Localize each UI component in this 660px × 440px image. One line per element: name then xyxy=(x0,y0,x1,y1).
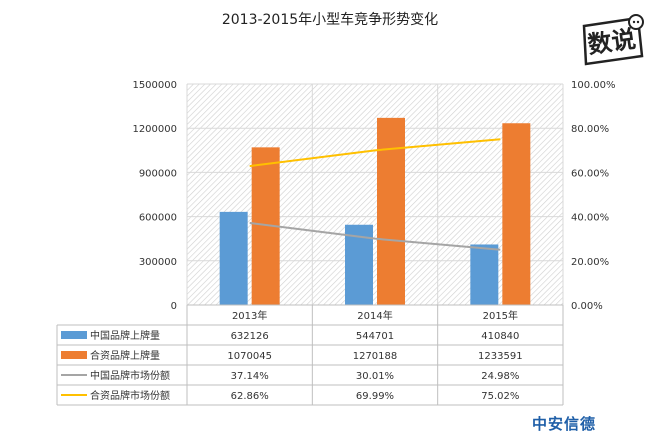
x-category-label: 2014年 xyxy=(357,309,392,322)
y-tick-label: 300000 xyxy=(139,257,177,268)
table-cell-value: 30.01% xyxy=(356,371,394,382)
brand-logo-text: 中安信德 xyxy=(532,415,597,433)
y2-tick-label: 0.00% xyxy=(571,301,603,312)
y2-tick-label: 40.00% xyxy=(571,213,609,224)
bar-china-brand xyxy=(219,211,248,305)
table-cell-value: 62.86% xyxy=(231,391,269,402)
plot-area xyxy=(187,84,563,305)
y-tick-label: 0 xyxy=(171,301,177,312)
table-cell-value: 1233591 xyxy=(478,351,523,362)
bar-jv-brand xyxy=(377,117,405,305)
legend-swatch xyxy=(61,351,87,359)
table-cell-value: 632126 xyxy=(231,331,269,342)
table-cell-value: 1070045 xyxy=(227,351,272,362)
y2-tick-label: 80.00% xyxy=(571,124,609,135)
y-tick-label: 1500000 xyxy=(132,80,177,91)
y-tick-label: 900000 xyxy=(139,168,177,179)
y2-tick-label: 60.00% xyxy=(571,168,609,179)
line-jv-share xyxy=(249,138,501,168)
y-tick-label: 600000 xyxy=(139,213,177,224)
line-china-share xyxy=(249,221,501,251)
logo-shushuo: 数说 xyxy=(582,14,644,66)
table-cell-value: 24.98% xyxy=(481,371,519,382)
table-cell-value: 1270188 xyxy=(353,351,398,362)
table-cell-value: 544701 xyxy=(356,331,394,342)
table-cell-value: 410840 xyxy=(481,331,519,342)
bar-china-brand xyxy=(470,244,499,305)
y2-tick-label: 100.00% xyxy=(571,80,616,91)
legend-label: 合资品牌上牌量 xyxy=(90,349,160,362)
x-category-label: 2013年 xyxy=(232,309,267,322)
table-cell-value: 69.99% xyxy=(356,391,394,402)
legend-label: 中国品牌市场份额 xyxy=(90,369,170,382)
y2-tick-label: 20.00% xyxy=(571,257,609,268)
table-cell-value: 37.14% xyxy=(231,371,269,382)
x-category-label: 2015年 xyxy=(483,309,518,322)
svg-text:数说: 数说 xyxy=(586,25,637,59)
table-cell-value: 75.02% xyxy=(481,391,519,402)
y-tick-label: 1200000 xyxy=(132,124,177,135)
chart-title: 2013-2015年小型车竞争形势变化 xyxy=(221,12,439,28)
legend-swatch xyxy=(61,331,87,339)
legend-label: 中国品牌上牌量 xyxy=(90,329,160,342)
legend-label: 合资品牌市场份额 xyxy=(90,389,170,402)
bar-jv-brand xyxy=(502,123,531,306)
